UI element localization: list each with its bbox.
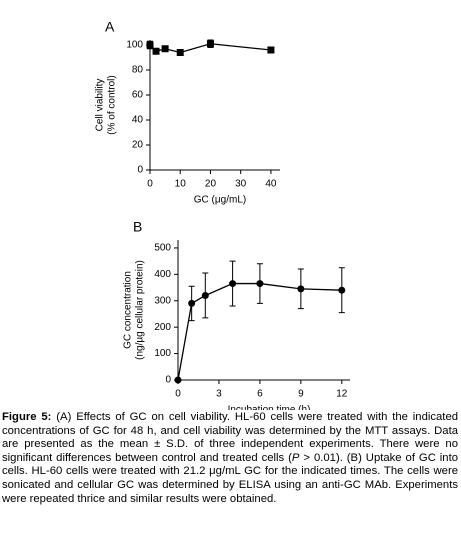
data-point (161, 45, 169, 53)
x-tick-label: 6 (257, 389, 263, 400)
y-tick-label: 20 (132, 140, 144, 151)
y-tick-label: 60 (132, 90, 144, 101)
y-tick-label: 0 (165, 375, 171, 386)
x-tick-label: 10 (175, 179, 187, 190)
data-point (206, 40, 214, 48)
y-tick-label: 40 (132, 115, 144, 126)
caption: Figure 5: (A) Effects of GC on cell viab… (2, 411, 458, 506)
x-axis-label: Incubation time (h) (228, 405, 311, 410)
x-tick-label: 3 (216, 389, 222, 400)
data-point (152, 47, 160, 55)
y-axis-label: (% of control) (107, 75, 118, 134)
panel-label: A (105, 19, 115, 35)
y-axis-label: (ng/µg cellular protein) (135, 260, 146, 360)
y-tick-label: 200 (154, 322, 171, 333)
x-tick-label: 9 (298, 389, 304, 400)
y-tick-label: 80 (132, 65, 144, 76)
data-point (229, 280, 237, 288)
y-axis-label: Cell viability (95, 79, 106, 132)
data-point (267, 46, 275, 54)
y-tick-label: 100 (154, 348, 171, 359)
caption-label: Figure 5: (2, 411, 52, 423)
y-axis-label: GC concentration (123, 271, 134, 349)
y-tick-label: 100 (126, 40, 143, 51)
caption-text: (A) Effects of GC on cell viability. HL-… (2, 411, 459, 464)
data-point (201, 291, 209, 299)
x-tick-label: 0 (147, 179, 153, 190)
x-tick-label: 0 (175, 389, 181, 400)
caption-text: P (291, 451, 300, 464)
caption-text: > 0.01). (B) Uptake of GC into cells. HL… (2, 451, 459, 505)
x-tick-label: 30 (235, 179, 247, 190)
data-point (338, 286, 346, 294)
y-tick-label: 300 (154, 295, 171, 306)
data-point (188, 299, 196, 307)
y-tick-label: 400 (154, 269, 171, 280)
y-tick-label: 0 (137, 165, 143, 176)
y-tick-label: 500 (154, 243, 171, 254)
data-point (146, 41, 154, 49)
data-point (176, 49, 184, 56)
x-tick-label: 40 (265, 179, 277, 190)
x-tick-label: 20 (205, 179, 217, 190)
data-point (256, 280, 264, 288)
data-point (174, 376, 182, 384)
x-tick-label: 12 (336, 389, 348, 400)
x-axis-label: GC (μg/mL) (194, 195, 246, 206)
panel-label: B (133, 219, 142, 235)
data-point (297, 285, 305, 293)
